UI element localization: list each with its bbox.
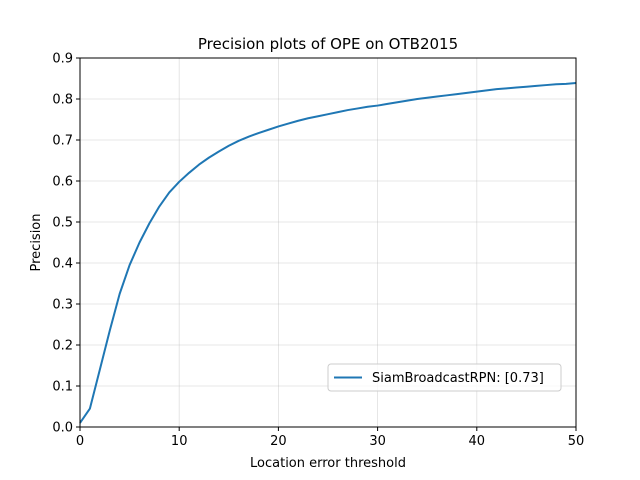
legend-box: [327, 363, 562, 392]
y-tick-label: 0.7: [52, 134, 73, 149]
series-line: [79, 82, 577, 424]
y-tick-label: 0.0: [52, 421, 73, 436]
x-axis-label: Location error threshold: [250, 456, 406, 471]
x-tick-label: 30: [369, 434, 386, 449]
series-layer: [79, 82, 577, 424]
x-tick-label: 0: [76, 434, 84, 449]
y-tick-label: 0.5: [52, 216, 73, 231]
chart-title: Precision plots of OPE on OTB2015: [198, 35, 458, 53]
x-tick-label: 10: [171, 434, 188, 449]
y-tick-label: 0.6: [52, 175, 73, 190]
x-tick-label: 20: [270, 434, 287, 449]
x-tick-label: 50: [568, 434, 585, 449]
legend-entry-label: SiamBroadcastRPN: [0.73]: [372, 371, 544, 386]
y-tick-label: 0.2: [52, 339, 73, 354]
y-axis-label: Precision: [29, 213, 44, 271]
ticks: 0 10 20 30 40 50 0.0 0.1 0.2 0.3 0.4 0.5 0.6 0.7 0.8 0.…: [52, 52, 584, 450]
plot-frame: [79, 57, 577, 428]
legend: SiamBroadcastRPN: [0.73]: [327, 363, 562, 392]
x-tick-label: 40: [469, 434, 486, 449]
y-tick-label: 0.8: [52, 93, 73, 108]
y-tick-label: 0.3: [52, 298, 73, 313]
y-tick-label: 0.1: [52, 380, 73, 395]
y-tick-label: 0.9: [52, 52, 73, 67]
y-tick-label: 0.4: [52, 257, 73, 272]
